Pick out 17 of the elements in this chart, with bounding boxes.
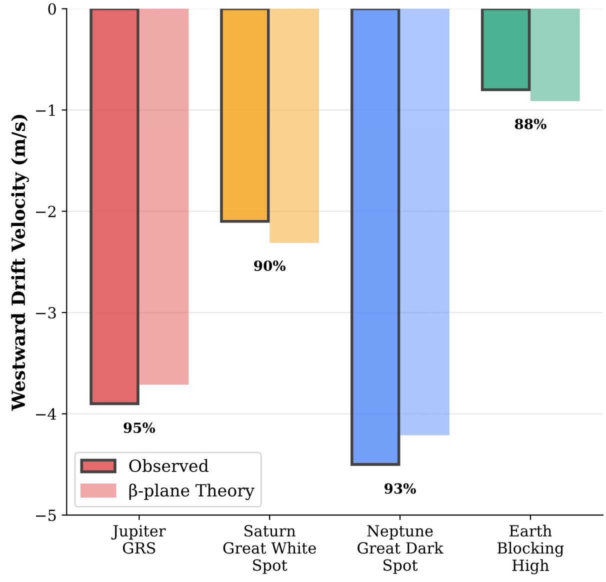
- y-tick-label: −1: [36, 104, 55, 116]
- legend-label: Observed: [129, 459, 208, 472]
- annotation: 90%: [254, 260, 286, 271]
- annotation: 95%: [124, 422, 156, 434]
- x-tick-label: Saturn Great White Spot: [223, 525, 316, 574]
- annotation: 88%: [514, 118, 546, 130]
- x-tick-label: Jupiter GRS: [111, 525, 166, 554]
- x-tick-label: Earth Blocking High: [497, 524, 564, 574]
- legend-label: β-plane Theory: [129, 484, 255, 500]
- y-axis-title: Westward Drift Velocity (m/s): [11, 114, 29, 411]
- annotation: 93%: [384, 483, 416, 494]
- y-tick-label: −3: [36, 307, 56, 319]
- y-tick-label: −2: [36, 206, 56, 218]
- y-tick-label: 0: [48, 3, 56, 15]
- y-tick-label: −4: [36, 408, 56, 420]
- x-tick-label: Neptune Great Dark Spot: [358, 525, 444, 574]
- y-tick-label: −5: [36, 510, 56, 522]
